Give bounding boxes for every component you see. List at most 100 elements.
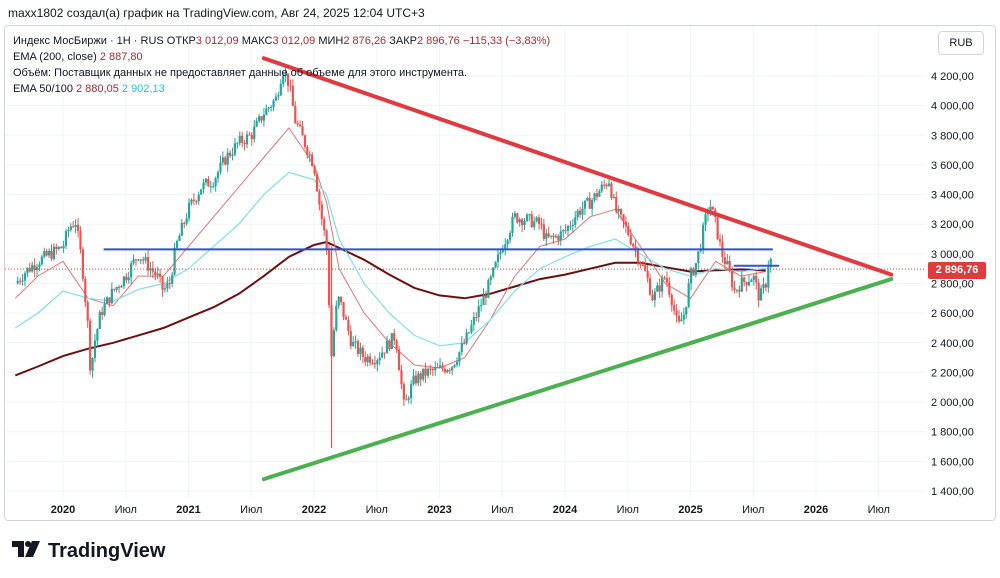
- candle-body: [364, 357, 367, 363]
- candle-body: [209, 186, 212, 188]
- tradingview-footer[interactable]: TradingView: [12, 540, 165, 563]
- candle-body: [603, 184, 606, 186]
- candle-body: [574, 217, 577, 225]
- candle-body: [117, 286, 121, 288]
- chart-frame: 4 200,00 4 000,00 3 800,00 3 600,00 3 400,00…: [4, 25, 996, 521]
- candle-body: [354, 341, 357, 343]
- candle-body: [600, 184, 603, 192]
- x-tick-label: 2022: [302, 504, 326, 516]
- candle-body: [434, 367, 437, 371]
- candle-body: [757, 282, 760, 301]
- legend-ohlc-row: Индекс МосБиржи · 1Н · RUS ОТКР3 012,09 …: [13, 33, 550, 49]
- candle-body: [704, 214, 707, 225]
- candle-body: [43, 251, 46, 257]
- candle-body: [530, 214, 533, 228]
- candle-body: [202, 182, 205, 190]
- y-tick-label: 4 000,00: [931, 101, 974, 113]
- candle-body: [313, 166, 316, 174]
- candle-body: [417, 373, 420, 384]
- candle-body: [96, 329, 99, 341]
- candle-body: [368, 356, 372, 364]
- candle-body: [728, 261, 731, 271]
- candle-body: [173, 247, 176, 275]
- candle-body: [86, 302, 89, 321]
- candle-body: [545, 233, 548, 239]
- x-tick-label: Июл: [868, 504, 890, 516]
- candle-body: [91, 358, 94, 371]
- candle-body: [431, 368, 434, 371]
- candle-body: [72, 226, 75, 228]
- trendlines: [103, 56, 894, 482]
- candle-body: [496, 254, 500, 263]
- y-tick-label: 2 400,00: [931, 338, 974, 350]
- candle-body: [38, 264, 41, 268]
- legend-ema200-row[interactable]: EMA (200, close) 2 887,80: [13, 49, 550, 65]
- candle-body: [400, 370, 403, 385]
- candle-body: [412, 375, 415, 385]
- candle-body: [274, 96, 278, 101]
- legend-low-value: 2 876,26: [343, 35, 387, 47]
- candle-body: [291, 85, 294, 106]
- candle-body: [665, 278, 669, 283]
- legend-close-value: 2 896,76: [416, 35, 460, 47]
- y-tick-label: 1 600,00: [931, 456, 974, 468]
- last-price-tag: 2 896,76: [928, 262, 986, 279]
- candle-body: [279, 83, 282, 96]
- legend-ema100-value: 2 902,13: [121, 83, 165, 95]
- candle-body: [726, 261, 729, 265]
- legend-instrument[interactable]: Индекс МосБиржи · 1Н · RUS: [13, 35, 164, 47]
- candle-body: [595, 193, 599, 197]
- candle-body: [764, 284, 767, 288]
- candle-body: [248, 134, 251, 136]
- candle-body: [267, 107, 270, 109]
- candle-body: [40, 256, 43, 265]
- candle-body: [361, 347, 364, 358]
- candle-body: [743, 277, 746, 282]
- candle-body: [426, 368, 430, 376]
- candle-body: [163, 288, 167, 290]
- candle-body: [492, 267, 495, 277]
- candle-body: [332, 330, 335, 356]
- candle-body: [612, 196, 615, 198]
- candle-body: [226, 152, 229, 165]
- candle-body: [750, 279, 753, 283]
- candle-body: [327, 249, 331, 306]
- candle-body: [127, 277, 130, 281]
- candle-body: [711, 206, 714, 210]
- candle-body: [682, 314, 685, 320]
- candle-body: [740, 277, 743, 292]
- candle-body: [204, 178, 208, 183]
- price-chart[interactable]: 4 200,00 4 000,00 3 800,00 3 600,00 3 400,00…: [5, 26, 996, 521]
- candle-body: [651, 294, 654, 301]
- candle-body: [219, 162, 222, 172]
- candle-body: [308, 154, 311, 156]
- candle-body: [636, 249, 640, 263]
- candle-body: [581, 208, 584, 215]
- candle-body: [668, 282, 671, 295]
- candle-body: [289, 85, 292, 87]
- candle-body: [540, 223, 543, 225]
- candle-body: [190, 199, 193, 203]
- candle-body: [472, 317, 475, 325]
- legend-volume-text: Объём: Поставщик данных не предоставляет…: [13, 67, 468, 79]
- candle-body: [26, 267, 29, 274]
- candle-body: [159, 273, 162, 277]
- candle-body: [315, 173, 319, 192]
- candle-body: [221, 157, 224, 163]
- candle-body: [460, 343, 463, 352]
- candle-body: [393, 333, 396, 341]
- candle-body: [641, 264, 644, 266]
- candle-body: [576, 210, 579, 218]
- currency-button[interactable]: RUB: [938, 31, 984, 55]
- candle-body: [513, 213, 516, 217]
- y-tick-label: 3 800,00: [931, 130, 974, 142]
- legend-ema-pair-row[interactable]: EMA 50/100 2 880,05 2 902,13: [13, 81, 550, 97]
- candle-body: [446, 370, 449, 373]
- y-tick-label: 2 000,00: [931, 397, 974, 409]
- candle-body: [723, 257, 726, 265]
- candle-body: [673, 305, 676, 311]
- candle-body: [677, 315, 681, 322]
- candle-body: [463, 343, 466, 345]
- candle-body: [549, 235, 553, 237]
- candle-body: [62, 245, 65, 249]
